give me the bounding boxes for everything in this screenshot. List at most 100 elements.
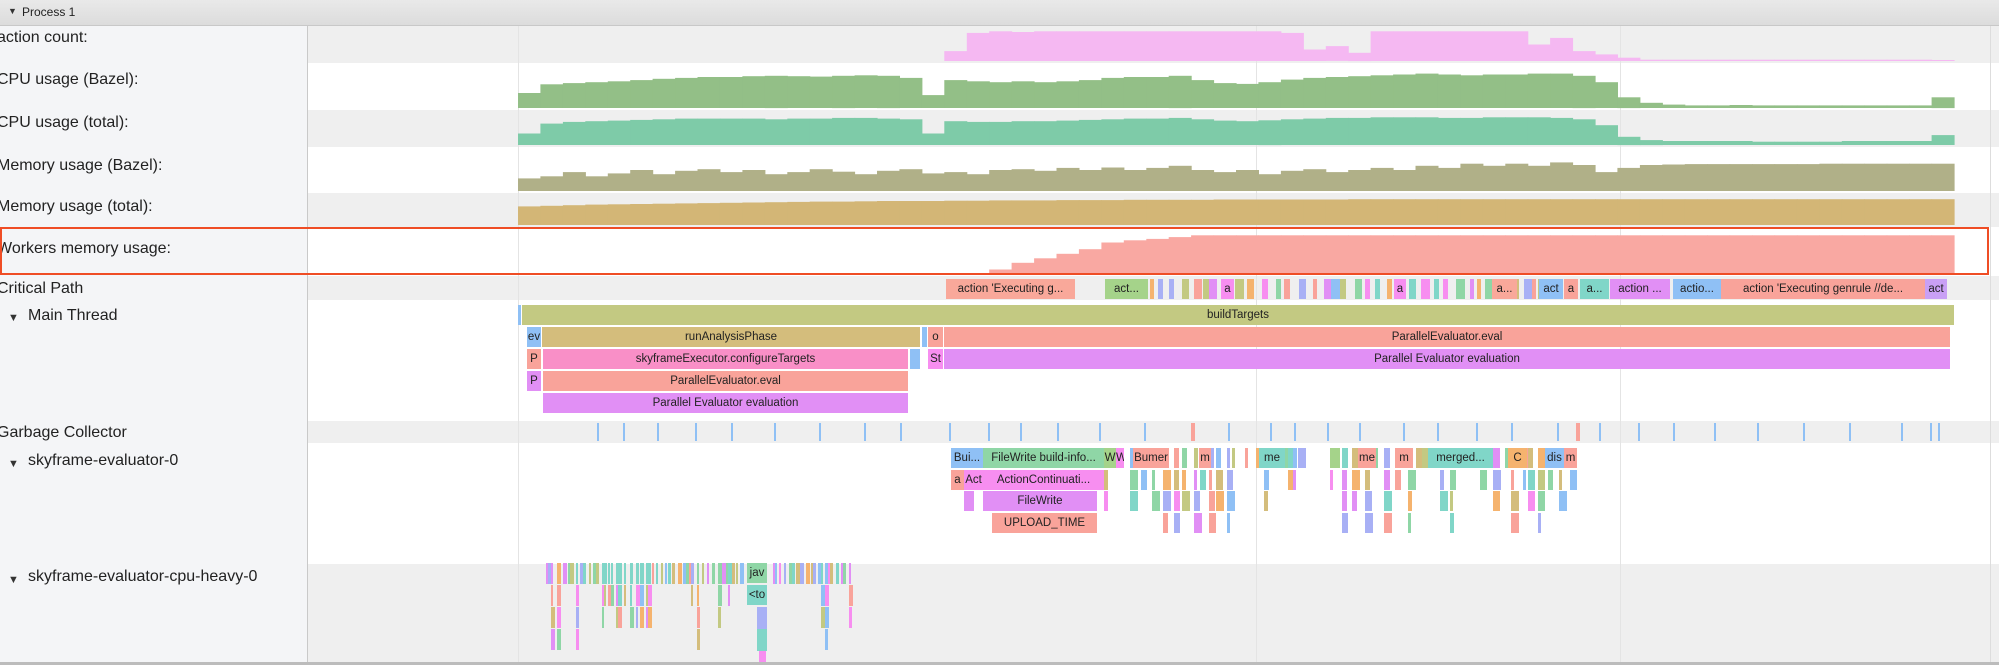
trace-slice[interactable] xyxy=(557,629,561,650)
main-thread-slice[interactable]: ParallelEvaluator.eval xyxy=(944,327,1950,347)
trace-slice[interactable] xyxy=(1284,279,1290,299)
trace-slice[interactable] xyxy=(1352,469,1360,490)
critical-path-slice[interactable]: a xyxy=(1221,279,1234,299)
trace-slice[interactable] xyxy=(1209,279,1217,299)
trace-slice[interactable] xyxy=(624,585,626,606)
trace-slice[interactable] xyxy=(1163,469,1171,490)
trace-slice[interactable] xyxy=(1450,491,1453,511)
main-thread-slice[interactable]: Parallel Evaluator evaluation xyxy=(543,393,908,413)
critical-path-slice[interactable]: action 'Executing g... xyxy=(946,279,1075,299)
trace-slice[interactable] xyxy=(1130,469,1138,490)
trace-slice[interactable] xyxy=(1352,448,1359,468)
trace-slice[interactable] xyxy=(1528,491,1535,511)
trace-slice[interactable] xyxy=(1342,491,1347,511)
trace-slice[interactable] xyxy=(1422,448,1430,468)
trace-slice[interactable] xyxy=(830,563,833,584)
gc-event[interactable] xyxy=(1057,423,1059,441)
gc-event[interactable] xyxy=(1901,423,1903,441)
trace-slice[interactable] xyxy=(757,607,767,629)
trace-slice[interactable] xyxy=(546,563,549,584)
trace-slice[interactable] xyxy=(1470,279,1474,299)
trace-slice[interactable] xyxy=(611,563,613,584)
trace-slice[interactable] xyxy=(1408,469,1416,490)
gc-event[interactable] xyxy=(695,423,697,441)
gc-event[interactable] xyxy=(1327,423,1329,441)
gc-event[interactable] xyxy=(1437,423,1439,441)
trace-slice[interactable] xyxy=(825,607,829,628)
trace-slice[interactable] xyxy=(1408,512,1411,533)
trace-slice[interactable] xyxy=(1227,469,1233,490)
gc-event[interactable] xyxy=(731,423,733,441)
trace-slice[interactable] xyxy=(1330,469,1333,490)
trace-slice[interactable] xyxy=(1340,279,1346,299)
trace-slice[interactable] xyxy=(551,563,553,584)
trace-slice[interactable] xyxy=(630,585,632,606)
trace-slice[interactable] xyxy=(640,607,644,628)
main-thread-slice[interactable]: runAnalysisPhase xyxy=(542,327,920,347)
trace-slice[interactable] xyxy=(1194,491,1200,511)
gc-event[interactable] xyxy=(1938,423,1940,441)
trace-slice[interactable] xyxy=(697,563,699,584)
gc-event[interactable] xyxy=(1403,423,1405,441)
gc-event[interactable] xyxy=(774,423,776,441)
trace-slice[interactable] xyxy=(518,305,521,325)
trace-slice[interactable] xyxy=(611,585,614,606)
trace-slice[interactable] xyxy=(843,563,846,584)
trace-slice[interactable] xyxy=(568,563,570,584)
trace-slice[interactable] xyxy=(697,607,700,628)
trace-slice[interactable] xyxy=(604,585,606,606)
trace-slice[interactable] xyxy=(576,585,579,606)
trace-slice[interactable] xyxy=(1150,279,1154,299)
trace-slice[interactable] xyxy=(1384,469,1390,490)
trace-slice[interactable] xyxy=(1538,469,1545,490)
main-thread-slice[interactable]: P xyxy=(527,371,541,391)
gc-event[interactable] xyxy=(623,423,625,441)
trace-slice[interactable] xyxy=(1387,279,1392,299)
trace-slice[interactable] xyxy=(1130,491,1138,511)
trace-slice[interactable] xyxy=(922,327,927,347)
trace-slice[interactable] xyxy=(697,629,700,650)
trace-slice[interactable] xyxy=(557,585,561,606)
critical-path-slice[interactable]: a xyxy=(1564,279,1578,299)
trace-slice[interactable] xyxy=(1209,469,1212,490)
trace-slice[interactable] xyxy=(1174,469,1179,490)
gc-event[interactable] xyxy=(864,423,866,441)
trace-slice[interactable] xyxy=(821,563,823,584)
trace-slice[interactable] xyxy=(1283,448,1289,468)
trace-slice[interactable] xyxy=(1548,469,1553,490)
gc-event[interactable] xyxy=(1270,423,1272,441)
trace-slice[interactable] xyxy=(1493,491,1500,511)
gc-event[interactable] xyxy=(1020,423,1022,441)
main-thread-slice[interactable]: Parallel Evaluator evaluation xyxy=(944,349,1950,369)
gc-event[interactable] xyxy=(988,423,990,441)
cpu-heavy-slice[interactable]: <to xyxy=(747,585,767,605)
trace-slice[interactable] xyxy=(1450,469,1456,490)
trace-slice[interactable] xyxy=(1538,512,1541,533)
trace-slice[interactable] xyxy=(1293,469,1296,490)
trace-slice[interactable] xyxy=(806,563,810,584)
main-thread-slice[interactable]: ev xyxy=(527,327,541,347)
trace-slice[interactable] xyxy=(836,563,839,584)
trace-slice[interactable] xyxy=(630,563,633,584)
trace-slice[interactable] xyxy=(1264,491,1268,511)
trace-slice[interactable] xyxy=(1141,469,1147,490)
trace-slice[interactable] xyxy=(789,563,793,584)
trace-slice[interactable] xyxy=(1331,279,1340,299)
trace-slice[interactable] xyxy=(1511,512,1519,533)
trace-slice[interactable] xyxy=(1559,491,1567,511)
gc-event[interactable] xyxy=(1294,423,1296,441)
trace-slice[interactable] xyxy=(1365,279,1370,299)
trace-slice[interactable] xyxy=(1104,491,1108,511)
trace-slice[interactable] xyxy=(1538,448,1545,468)
gc-event[interactable] xyxy=(1576,423,1580,441)
trace-slice[interactable] xyxy=(1375,279,1380,299)
trace-slice[interactable] xyxy=(1528,448,1533,468)
trace-slice[interactable] xyxy=(800,563,804,584)
trace-slice[interactable] xyxy=(1209,491,1215,511)
trace-slice[interactable] xyxy=(1203,279,1211,299)
gc-event[interactable] xyxy=(1714,423,1716,441)
gc-event[interactable] xyxy=(819,423,821,441)
trace-slice[interactable] xyxy=(1209,448,1214,468)
trace-slice[interactable] xyxy=(775,563,777,584)
gc-event[interactable] xyxy=(1803,423,1805,441)
